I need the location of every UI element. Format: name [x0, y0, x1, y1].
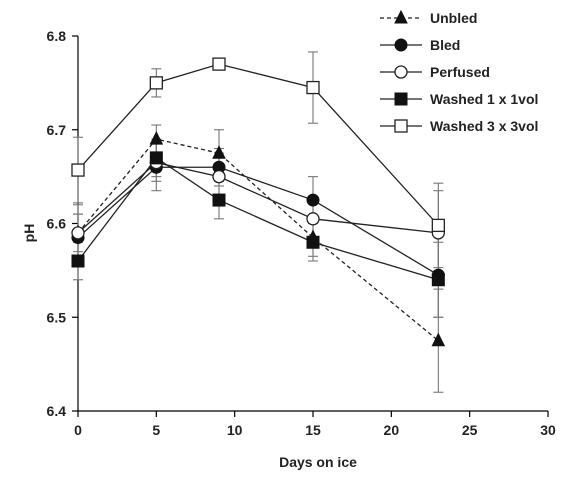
data-point-washed-3-x-3vol — [212, 57, 226, 71]
ticks: 0 5 10 15 20 25 30 6.4 6.5 6.6 6.7 6.8 — [47, 28, 556, 438]
data-point-perfused — [212, 169, 226, 184]
y-tick-label: 6.8 — [47, 28, 67, 44]
data-point-washed-3-x-3vol — [431, 218, 445, 233]
y-tick-label: 6.4 — [47, 403, 67, 419]
y-tick-label: 6.7 — [47, 122, 67, 138]
x-tick-label: 0 — [74, 422, 82, 438]
y-tick-label: 6.5 — [47, 309, 67, 325]
series-line-bled — [77, 166, 439, 276]
legend-label-perfused: Perfused — [430, 64, 490, 80]
legend-label-washed-3-x-3vol: Washed 3 x 3vol — [430, 118, 538, 134]
legend-label-unbled: Unbled — [430, 10, 477, 26]
series-markers — [71, 57, 446, 347]
data-point-unbled — [431, 332, 446, 347]
x-tick-label: 5 — [152, 422, 160, 438]
error-bars — [73, 51, 444, 393]
data-point-washed-1-x-1vol — [71, 254, 85, 268]
data-point-unbled — [212, 145, 226, 159]
series-line-washed-3-x-3vol — [77, 63, 439, 226]
x-tick-label: 20 — [384, 422, 400, 438]
x-tick-label: 30 — [540, 422, 556, 438]
x-axis-title: Days on ice — [279, 454, 357, 470]
data-point-washed-1-x-1vol — [149, 151, 163, 165]
x-tick-label: 25 — [462, 422, 478, 438]
series-lines — [77, 63, 439, 342]
legend-marker-perfused — [394, 65, 408, 79]
x-tick-label: 15 — [305, 422, 321, 438]
data-point-washed-3-x-3vol — [306, 80, 320, 95]
data-point-washed-3-x-3vol — [149, 76, 163, 90]
legend-marker-bled — [394, 38, 408, 52]
series-line-unbled — [77, 138, 439, 342]
series-line-perfused — [77, 161, 439, 234]
data-point-washed-3-x-3vol — [71, 163, 85, 177]
data-point-unbled — [149, 131, 164, 145]
legend-label-washed-1-x-1vol: Washed 1 x 1vol — [430, 91, 538, 107]
data-point-washed-1-x-1vol — [306, 235, 320, 249]
legend-marker-unbled — [394, 9, 408, 24]
y-tick-label: 6.6 — [47, 216, 67, 232]
data-point-perfused — [71, 226, 85, 240]
y-axis-title: pH — [21, 224, 37, 243]
data-point-washed-1-x-1vol — [431, 273, 445, 287]
legend-marker-washed-1-x-1vol — [394, 92, 408, 106]
x-tick-label: 10 — [227, 422, 243, 438]
legend: Unbled Bled Perfused Washed 1 x 1vol Washed … — [380, 9, 538, 134]
legend-marker-washed-3-x-3vol — [394, 119, 408, 133]
data-point-bled — [306, 193, 320, 207]
data-point-perfused — [306, 212, 320, 226]
legend-label-bled: Bled — [430, 37, 460, 53]
series-line-washed-1-x-1vol — [77, 156, 439, 281]
data-point-washed-1-x-1vol — [212, 193, 226, 207]
